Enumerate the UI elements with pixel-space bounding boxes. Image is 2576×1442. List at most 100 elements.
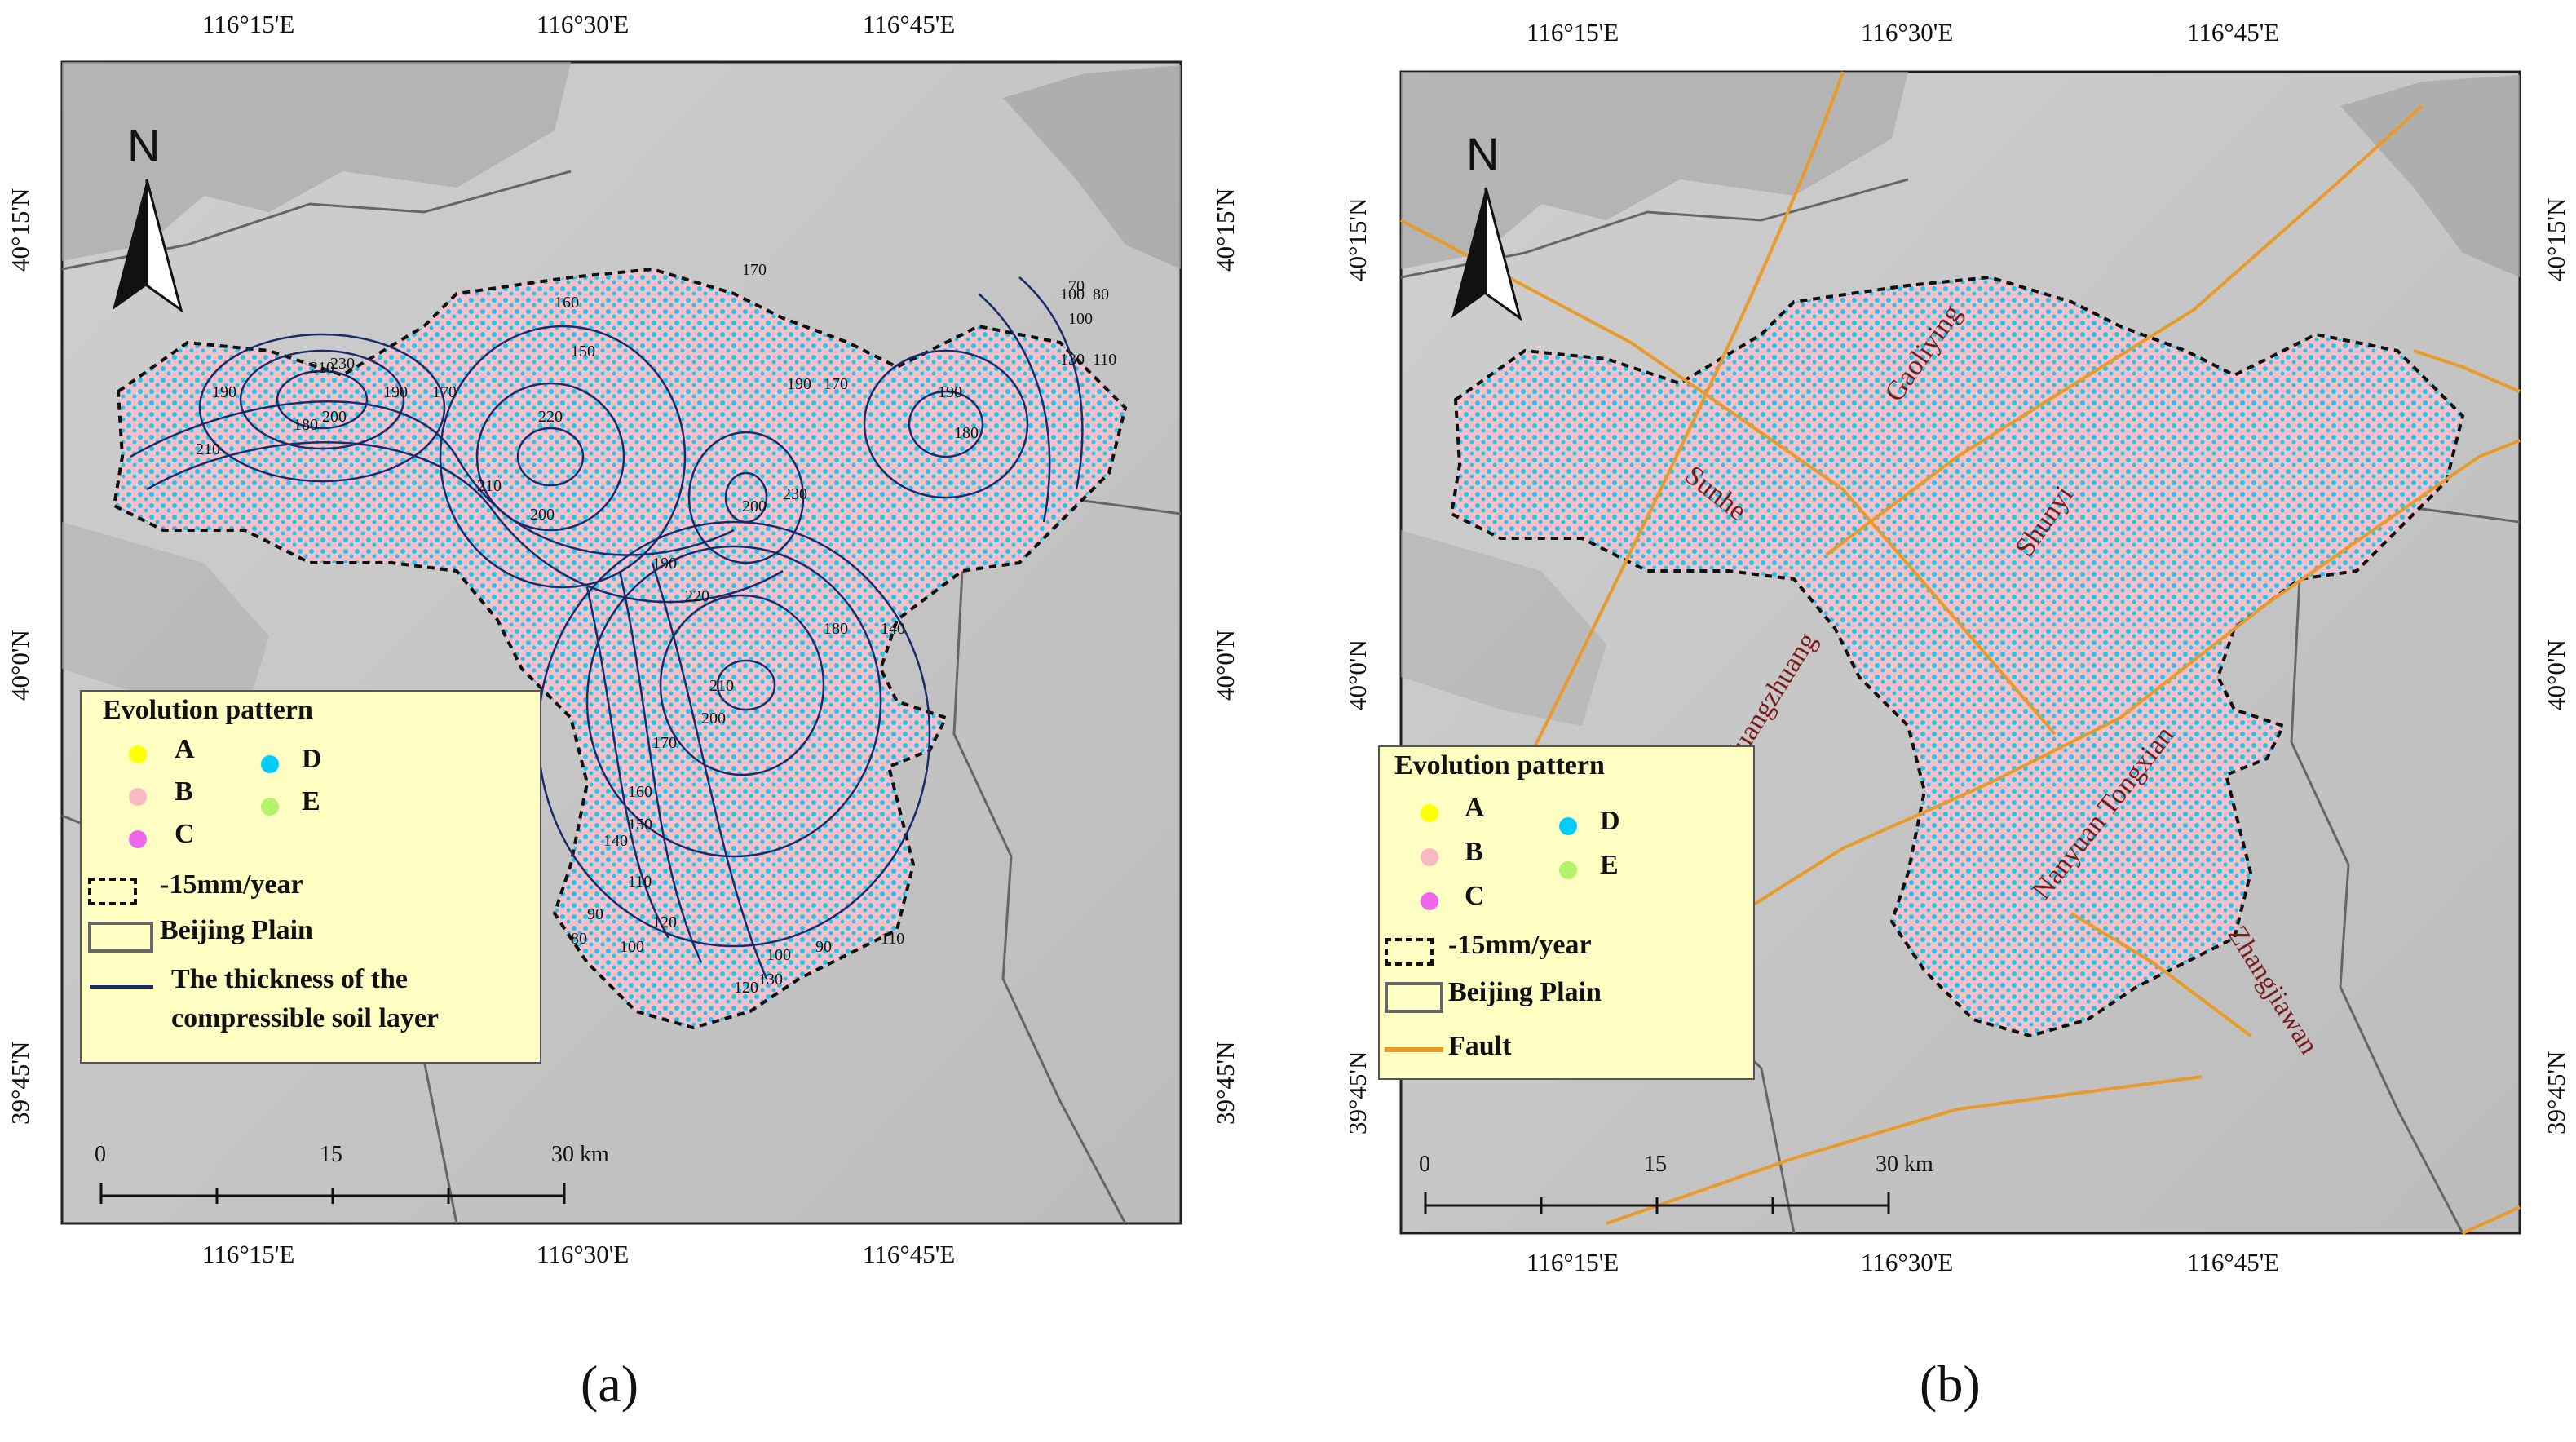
contour-value-label: 200	[530, 506, 555, 524]
left-lat-tick: 40°15'N	[6, 188, 34, 272]
fault-label: Fault	[1448, 1031, 1512, 1061]
contour-value-label: 170	[824, 375, 848, 393]
subsidence-region-b	[1449, 275, 2465, 1038]
contour-value-label: 220	[685, 587, 709, 605]
rate-label: -15mm/year	[1448, 930, 1592, 960]
top-lon-tick: 116°15'E	[1527, 18, 1619, 46]
pattern-c-label: C	[1465, 881, 1485, 911]
right-lat-tick: 39°45'N	[1211, 1041, 1239, 1125]
contour-label-2: compressible soil layer	[171, 1003, 439, 1033]
contour-value-label: 220	[538, 408, 563, 426]
pattern-d-label: D	[302, 744, 322, 774]
top-lon-tick: 116°45'E	[2187, 18, 2280, 46]
contour-value-label: 90	[587, 905, 603, 923]
contour-value-label: 190	[787, 375, 811, 393]
north-arrow-b	[1451, 187, 1522, 321]
contour-value-label: 160	[628, 783, 652, 801]
legend-title: Evolution pattern	[103, 695, 313, 725]
plain-label: Beijing Plain	[160, 915, 313, 945]
contour-value-label: 140	[881, 620, 905, 638]
contour-value-label: 150	[571, 343, 595, 360]
right-lat-tick: 39°45'N	[2542, 1051, 2570, 1135]
contour-value-label: 180	[294, 416, 318, 434]
contour-value-label: 190	[938, 383, 962, 401]
mountains-a-ne	[1003, 65, 1181, 269]
contour-value-label: 80	[1093, 285, 1109, 303]
right-lat-tick: 40°0'N	[1211, 630, 1239, 701]
contour-value-label: 100	[1068, 310, 1093, 328]
right-lat-tick: 40°15'N	[1211, 188, 1239, 272]
rate-swatch	[1385, 938, 1434, 966]
bottom-lon-tick: 116°45'E	[863, 1240, 956, 1268]
contour-value-label: 90	[815, 938, 832, 956]
contour-value-label: 140	[603, 832, 628, 850]
contour-value-label: 210	[477, 477, 502, 495]
contour-value-label: 190	[383, 383, 408, 401]
contour-value-label: 100	[620, 938, 644, 956]
top-lon-tick: 116°45'E	[863, 10, 956, 38]
contour-value-label: 120	[652, 913, 677, 931]
contour-value-label: 230	[783, 485, 807, 503]
north-arrow-a	[113, 179, 183, 313]
scale-label-0: 0	[95, 1142, 106, 1167]
scale-label-30: 30 km	[551, 1142, 609, 1167]
bottom-lon-tick: 116°15'E	[1527, 1248, 1619, 1276]
contour-value-label: 150	[628, 816, 652, 834]
fault-swatch	[1385, 1047, 1443, 1052]
plain-swatch	[88, 922, 153, 953]
map-b-svg	[1399, 70, 2521, 1235]
mountains-b-ne	[2340, 75, 2520, 277]
mountains-a-west	[62, 522, 269, 718]
legend-b: Evolution pattern A B C D E -15mm/year B…	[1378, 745, 1755, 1080]
contour-value-label: 80	[571, 930, 587, 948]
rate-swatch	[88, 878, 137, 905]
plain-swatch	[1385, 982, 1443, 1013]
pattern-e-label: E	[302, 786, 320, 816]
pattern-a-label: A	[1465, 793, 1485, 823]
scale-bar-b	[1424, 1192, 1890, 1214]
contour-value-label: 100	[767, 946, 791, 964]
contour-value-label: 230	[330, 355, 355, 373]
bottom-lon-tick: 116°15'E	[202, 1240, 295, 1268]
contour-value-label: 200	[322, 408, 347, 426]
pattern-d-dot	[261, 755, 279, 773]
pattern-a-dot	[1421, 804, 1438, 822]
contour-value-label: 180	[824, 620, 848, 638]
mountains-b-north	[1401, 72, 1908, 269]
map-panel-b: 116°15'E 116°30'E 116°45'E 116°15'E 116°…	[1337, 0, 2576, 1442]
pattern-d-dot	[1559, 817, 1577, 835]
right-lat-tick: 40°0'N	[2542, 639, 2570, 710]
map-panel-a: 116°15'E 116°30'E 116°45'E 116°15'E 116°…	[0, 0, 1239, 1442]
top-lon-tick: 116°30'E	[1861, 18, 1954, 46]
mountains-b-west	[1401, 530, 1606, 726]
contour-value-label: 190	[652, 555, 677, 573]
pattern-c-dot	[129, 830, 147, 848]
scale-label-15: 15	[1644, 1152, 1667, 1177]
caption-a: (a)	[581, 1355, 639, 1413]
pattern-a-label: A	[175, 734, 195, 764]
left-lat-tick: 39°45'N	[6, 1041, 34, 1125]
left-lat-tick: 40°15'N	[1343, 197, 1372, 281]
contour-value-label: 210	[310, 359, 334, 377]
contour-value-label: 170	[652, 734, 677, 752]
bottom-lon-tick: 116°30'E	[537, 1240, 630, 1268]
scale-label-0: 0	[1419, 1152, 1430, 1177]
contour-value-label: 160	[555, 294, 579, 312]
bottom-lon-tick: 116°30'E	[1861, 1248, 1954, 1276]
contour-value-label: 210	[709, 677, 734, 695]
scale-label-15: 15	[320, 1142, 342, 1167]
pattern-b-label: B	[1465, 837, 1483, 867]
left-lat-tick: 40°0'N	[6, 630, 34, 701]
fault-lines-b	[1400, 71, 2521, 1235]
north-label-b: N	[1466, 128, 1500, 179]
contour-label-1: The thickness of the	[171, 964, 408, 994]
scale-label-30: 30 km	[1876, 1152, 1933, 1177]
left-lat-tick: 40°0'N	[1343, 639, 1372, 710]
plain-label: Beijing Plain	[1448, 977, 1602, 1007]
pattern-e-dot	[1559, 861, 1577, 879]
pattern-c-label: C	[175, 819, 195, 849]
pattern-b-dot	[1421, 848, 1438, 866]
pattern-a-dot	[129, 745, 147, 763]
contour-value-label: 100	[1060, 285, 1085, 303]
contour-value-label: 180	[954, 424, 979, 442]
